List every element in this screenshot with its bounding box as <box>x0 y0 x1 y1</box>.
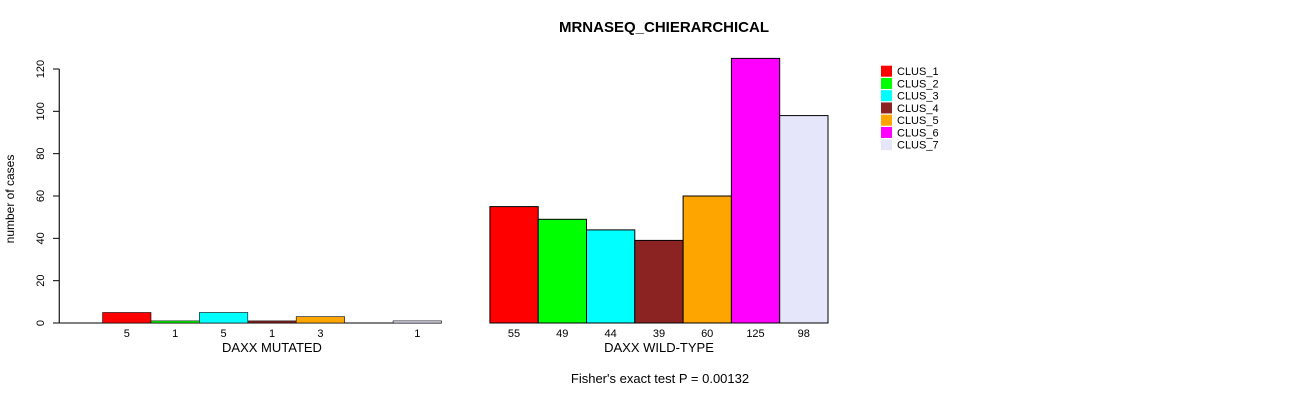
svg-text:125: 125 <box>746 328 764 340</box>
svg-text:1: 1 <box>414 328 420 340</box>
svg-text:49: 49 <box>556 328 568 340</box>
svg-text:1: 1 <box>269 328 275 340</box>
svg-text:CLUS_4: CLUS_4 <box>897 103 939 115</box>
svg-text:CLUS_2: CLUS_2 <box>897 78 939 90</box>
svg-text:CLUS_1: CLUS_1 <box>897 66 939 78</box>
svg-text:39: 39 <box>653 328 665 340</box>
svg-text:100: 100 <box>35 102 47 120</box>
svg-text:60: 60 <box>701 328 713 340</box>
svg-text:80: 80 <box>35 148 47 160</box>
svg-text:MRNASEQ_CHIERARCHICAL: MRNASEQ_CHIERARCHICAL <box>559 19 769 36</box>
svg-text:CLUS_5: CLUS_5 <box>897 115 939 127</box>
svg-text:60: 60 <box>35 190 47 202</box>
svg-text:CLUS_6: CLUS_6 <box>897 127 939 139</box>
svg-text:20: 20 <box>35 275 47 287</box>
svg-text:40: 40 <box>35 232 47 244</box>
svg-text:CLUS_7: CLUS_7 <box>897 140 939 152</box>
svg-text:5: 5 <box>124 328 130 340</box>
svg-text:3: 3 <box>317 328 323 340</box>
svg-text:DAXX WILD-TYPE: DAXX WILD-TYPE <box>604 340 714 355</box>
svg-text:98: 98 <box>798 328 810 340</box>
svg-text:0: 0 <box>35 320 47 326</box>
svg-text:55: 55 <box>508 328 520 340</box>
svg-text:CLUS_3: CLUS_3 <box>897 91 939 103</box>
svg-text:number of cases: number of cases <box>3 155 17 244</box>
svg-text:44: 44 <box>604 328 616 340</box>
svg-text:120: 120 <box>35 60 47 78</box>
svg-text:DAXX MUTATED: DAXX MUTATED <box>222 340 322 355</box>
svg-text:1: 1 <box>172 328 178 340</box>
svg-text:5: 5 <box>221 328 227 340</box>
svg-text:Fisher's exact test P = 0.0013: Fisher's exact test P = 0.00132 <box>571 371 749 386</box>
